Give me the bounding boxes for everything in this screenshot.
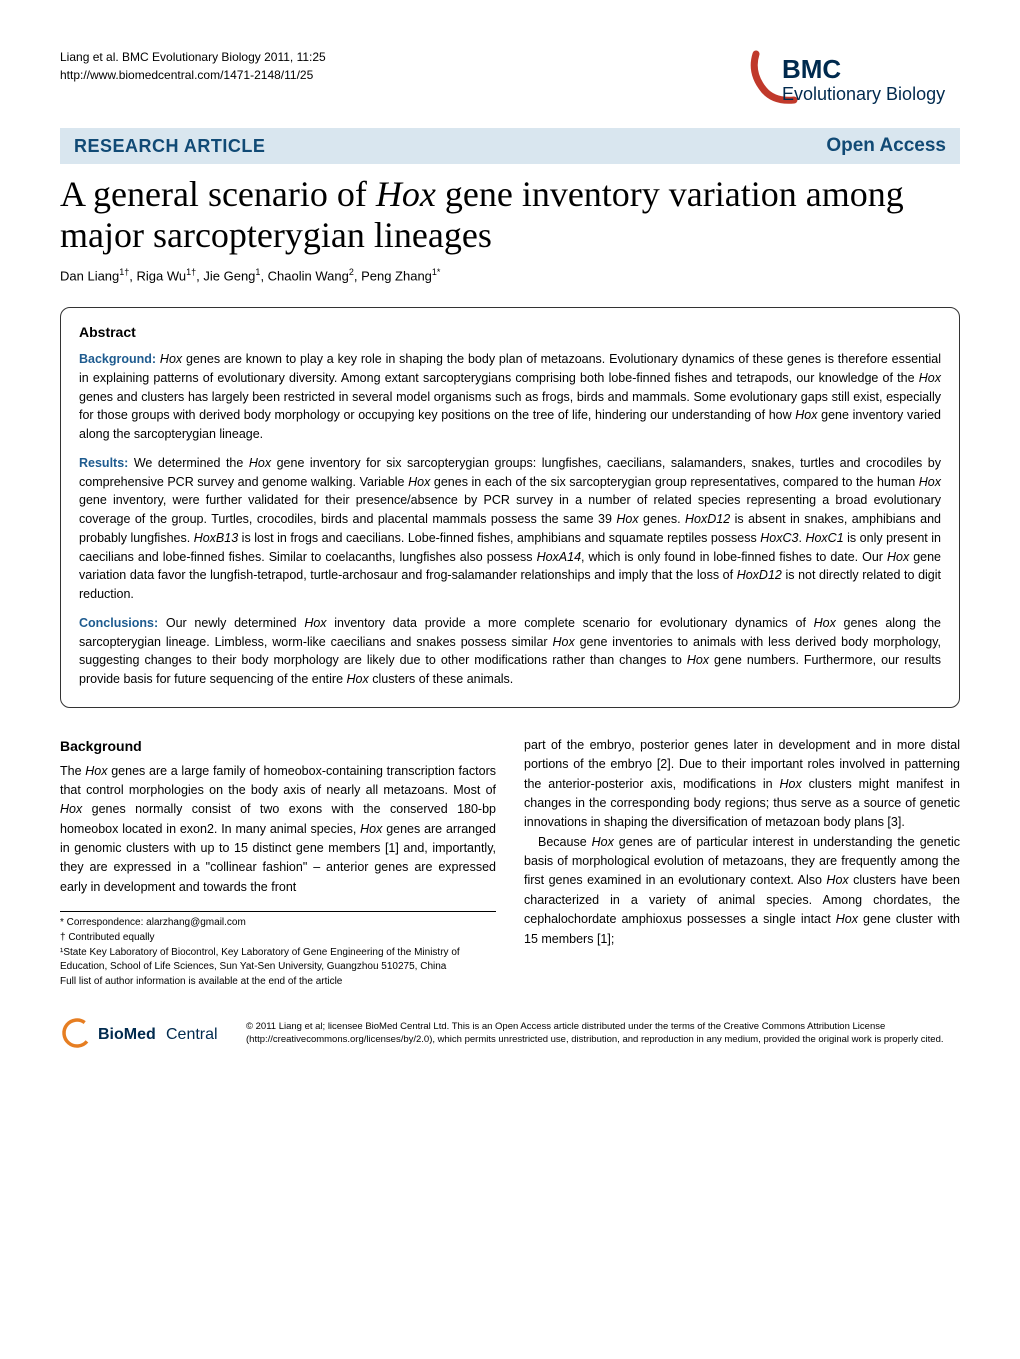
svg-text:Central: Central (166, 1026, 218, 1043)
license-text: © 2011 Liang et al; licensee BioMed Cent… (246, 1020, 960, 1047)
title-pre: A general scenario of (60, 174, 376, 214)
abs-background-label: Background: (79, 352, 156, 366)
title-italic: Hox (376, 174, 436, 214)
footer-row: BioMed Central © 2011 Liang et al; licen… (60, 1016, 960, 1050)
abstract-heading: Abstract (79, 324, 941, 340)
footnote-full-list: Full list of author information is avail… (60, 975, 496, 989)
abstract-background: Background: Hox genes are known to play … (79, 350, 941, 444)
body-columns: Background The Hox genes are a large fam… (60, 736, 960, 990)
left-p1: The Hox genes are a large family of home… (60, 762, 496, 898)
bmc-footer-logo-svg: BioMed Central (60, 1016, 230, 1050)
page: Liang et al. BMC Evolutionary Biology 20… (0, 0, 1020, 1090)
citation-line-1: Liang et al. BMC Evolutionary Biology 20… (60, 48, 326, 66)
header-row: Liang et al. BMC Evolutionary Biology 20… (60, 48, 960, 110)
journal-logo: BMC Evolutionary Biology (750, 48, 960, 110)
abstract-box: Abstract Background: Hox genes are known… (60, 307, 960, 708)
logo-bmc-text: BMC (782, 54, 841, 84)
biomed-central-logo: BioMed Central (60, 1016, 230, 1050)
header-citation: Liang et al. BMC Evolutionary Biology 20… (60, 48, 326, 84)
bmc-journal-logo-svg: BMC Evolutionary Biology (750, 48, 960, 110)
author-list: Dan Liang1†, Riga Wu1†, Jie Geng1, Chaol… (60, 267, 960, 283)
footnote-contributed: † Contributed equally (60, 931, 496, 945)
abs-results-label: Results: (79, 456, 128, 470)
article-title: A general scenario of Hox gene inventory… (60, 174, 960, 257)
abstract-conclusions: Conclusions: Our newly determined Hox in… (79, 614, 941, 689)
article-type-label: RESEARCH ARTICLE (74, 136, 265, 157)
footnotes: * Correspondence: alarzhang@gmail.com † … (60, 911, 496, 989)
right-column: part of the embryo, posterior genes late… (524, 736, 960, 990)
left-column: Background The Hox genes are a large fam… (60, 736, 496, 990)
svg-text:BioMed: BioMed (98, 1026, 156, 1043)
article-type-banner: RESEARCH ARTICLE Open Access (60, 128, 960, 164)
background-heading: Background (60, 736, 496, 758)
abs-conclusions-label: Conclusions: (79, 616, 158, 630)
right-p2: Because Hox genes are of particular inte… (524, 833, 960, 949)
right-p1: part of the embryo, posterior genes late… (524, 736, 960, 833)
citation-url: http://www.biomedcentral.com/1471-2148/1… (60, 66, 326, 84)
open-access-label: Open Access (826, 135, 946, 157)
logo-journal-text: Evolutionary Biology (782, 84, 945, 104)
footnote-correspondence: * Correspondence: alarzhang@gmail.com (60, 916, 496, 930)
abstract-results: Results: We determined the Hox gene inve… (79, 454, 941, 604)
footnote-affiliation: ¹State Key Laboratory of Biocontrol, Key… (60, 946, 496, 974)
